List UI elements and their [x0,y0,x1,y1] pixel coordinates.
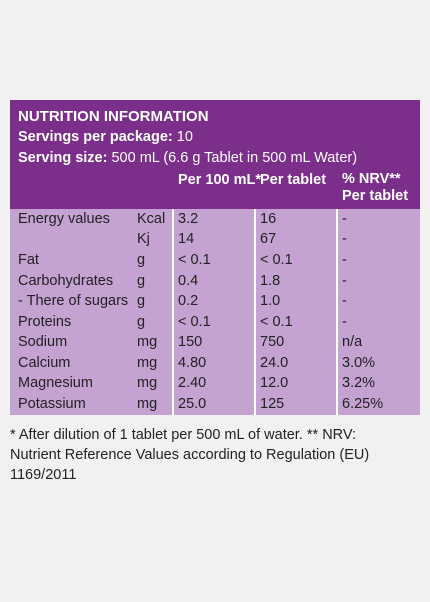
row-per100: 4.80 [178,355,207,371]
serving-size-value: 500 mL (6.6 g Tablet in 500 mL Water) [111,150,358,166]
nutrition-title: NUTRITION INFORMATION [18,108,209,125]
table-row: Kj 14 67 - [10,229,420,250]
row-label: Fat [18,252,39,268]
row-unit: g [137,273,146,289]
serving-size-label: Serving size: [18,150,108,166]
row-nrv: 3.2% [342,375,376,391]
servings-line: Servings per package: 10 [18,127,412,148]
row-nrv: n/a [342,334,363,350]
row-label: Sodium [18,334,68,350]
table-row: Potassium mg 25.0 125 6.25% [10,394,420,415]
serving-size-line: Serving size: 500 mL (6.6 g Tablet in 50… [18,148,412,169]
row-label: Proteins [18,314,72,330]
row-per-tablet: 750 [260,334,285,350]
footnote: * After dilution of 1 tablet per 500 mL … [10,427,370,483]
col-header-per100: Per 100 mL* [178,172,262,188]
row-unit: mg [137,334,158,350]
row-per100: 14 [178,231,195,247]
row-per-tablet: 24.0 [260,355,289,371]
row-nrv: - [342,314,347,330]
col-header-per-tablet: Per tablet [260,172,327,188]
table-row: Fat g < 0.1 < 0.1 - [10,250,420,271]
row-per100: 150 [178,334,203,350]
servings-label: Servings per package: [18,129,173,145]
row-nrv: - [342,273,347,289]
row-unit: g [137,314,146,330]
row-per100: 3.2 [178,211,199,227]
table-row: Energy values Kcal 3.2 16 - [10,209,420,230]
table-row: Carbohydrates g 0.4 1.8 - [10,271,420,292]
column-divider [336,209,338,415]
row-per-tablet: 1.0 [260,293,281,309]
table-row: Calcium mg 4.80 24.0 3.0% [10,353,420,374]
row-per-tablet: 12.0 [260,375,289,391]
row-nrv: - [342,211,347,227]
col-header-nrv-line2: Per tablet [342,188,409,204]
row-label: Magnesium [18,375,93,391]
row-nrv: - [342,293,347,309]
row-unit: mg [137,355,158,371]
nutrition-panel: NUTRITION INFORMATION Servings per packa… [10,100,420,415]
nutrition-header: NUTRITION INFORMATION Servings per packa… [10,100,420,209]
row-per-tablet: 1.8 [260,273,281,289]
row-nrv: - [342,231,347,247]
row-unit: mg [137,396,158,412]
row-per100: < 0.1 [178,252,211,268]
row-per100: 0.4 [178,273,199,289]
nutrition-table-body: Energy values Kcal 3.2 16 - Kj 14 67 - Fat g < 0.1 <… [10,209,420,415]
row-per-tablet: 125 [260,396,285,412]
table-row: Proteins g < 0.1 < 0.1 - [10,312,420,333]
col-header-nrv: % NRV** Per tablet [342,171,408,205]
column-headers: Per 100 mL* Per tablet % NRV** Per table… [10,168,420,208]
row-label: Energy values [18,211,110,227]
row-per100: < 0.1 [178,314,211,330]
row-label: Calcium [18,355,71,371]
table-row: Sodium mg 150 750 n/a [10,332,420,353]
row-unit: g [137,293,146,309]
row-unit: g [137,252,146,268]
row-per-tablet: 16 [260,211,277,227]
row-nrv: 6.25% [342,396,384,412]
row-unit: mg [137,375,158,391]
row-per100: 0.2 [178,293,199,309]
table-row: Magnesium mg 2.40 12.0 3.2% [10,373,420,394]
row-per-tablet: 67 [260,231,277,247]
row-per100: 25.0 [178,396,207,412]
table-row: - There of sugars g 0.2 1.0 - [10,291,420,312]
row-label: - There of sugars [18,293,129,309]
row-nrv: - [342,252,347,268]
col-header-nrv-line1: % NRV** [342,171,401,187]
row-unit: Kj [137,231,150,247]
servings-value: 10 [176,129,193,145]
row-per100: 2.40 [178,375,207,391]
row-label: Potassium [18,396,86,412]
row-per-tablet: < 0.1 [260,314,293,330]
column-divider [254,209,256,415]
row-label: Carbohydrates [18,273,114,289]
column-divider [172,209,174,415]
row-per-tablet: < 0.1 [260,252,293,268]
row-nrv: 3.0% [342,355,376,371]
row-unit: Kcal [137,211,166,227]
